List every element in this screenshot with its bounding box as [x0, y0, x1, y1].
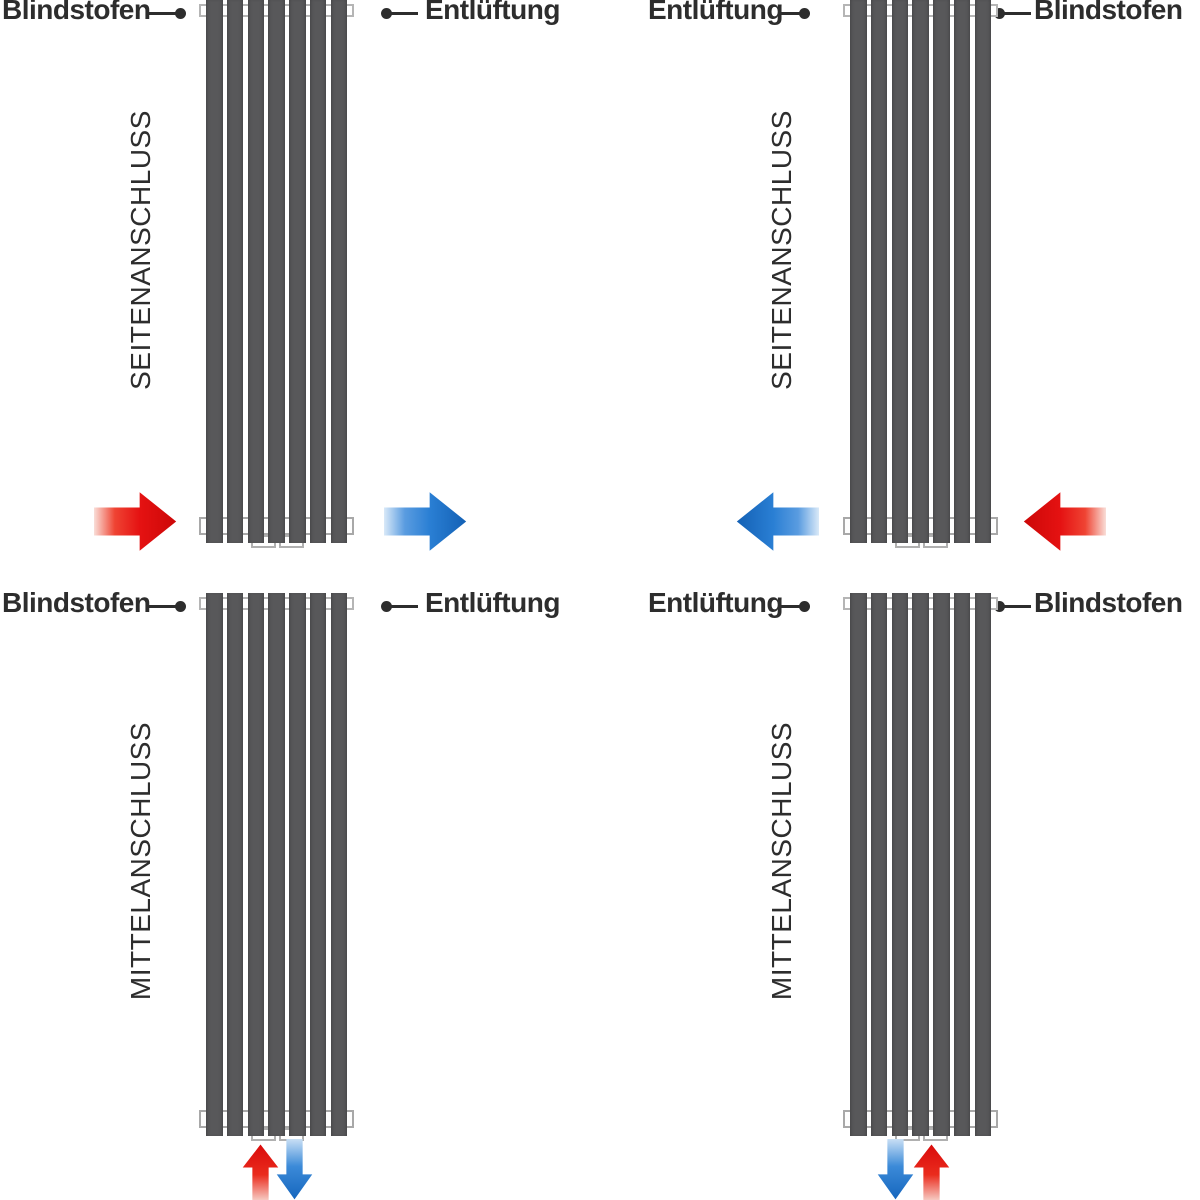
leader-line — [149, 12, 177, 15]
red-flow-arrow-up-icon — [913, 1144, 950, 1200]
leader-line — [780, 12, 806, 15]
leader-line — [1004, 12, 1031, 15]
leader-dot — [381, 601, 392, 612]
radiator — [843, 593, 998, 1141]
leader-dot — [994, 8, 1005, 19]
mittelanschluss-label: MITTELANSCHLUSS — [766, 721, 797, 1001]
red-flow-arrow-left-icon — [1023, 492, 1106, 551]
radiator-fin — [309, 593, 327, 1136]
blue-flow-arrow-right-icon — [384, 492, 467, 551]
radiator-fins — [850, 0, 991, 543]
blue-flow-arrow-down-icon — [276, 1139, 313, 1200]
quadrant-bottom-left: Blindstofen Entlüftung MITTELANSCHLUSS — [0, 587, 600, 1200]
red-flow-arrow-right-icon — [94, 492, 177, 551]
entlueftung-label: Entlüftung — [648, 0, 783, 25]
radiator-fin — [870, 0, 888, 543]
radiator-fin — [247, 0, 264, 543]
radiator-fin — [206, 0, 223, 543]
radiator-fin — [226, 593, 244, 1136]
red-flow-arrow-up-icon — [242, 1144, 279, 1200]
radiator-fin — [309, 0, 327, 543]
radiator-fin — [953, 0, 971, 543]
leader-line — [149, 605, 177, 608]
leader-line — [391, 12, 418, 15]
blindstofen-label: Blindstofen — [2, 587, 151, 618]
radiator-fin — [912, 0, 929, 543]
radiator-fin — [268, 593, 285, 1136]
radiator-fin — [289, 593, 306, 1136]
seitenanschluss-label: SEITENANSCHLUSS — [125, 110, 156, 390]
radiator-fin — [226, 0, 244, 543]
quadrant-top-right: Entlüftung Blindstofen SEITENANSCHLUSS — [600, 0, 1200, 607]
blue-flow-arrow-down-icon — [877, 1139, 914, 1200]
radiator-fin — [912, 593, 929, 1136]
radiator-fin — [206, 593, 223, 1136]
entlueftung-label: Entlüftung — [425, 0, 560, 25]
radiator-fin — [247, 593, 264, 1136]
radiator-fin — [850, 593, 867, 1136]
entlueftung-label: Entlüftung — [425, 587, 560, 618]
radiator-fin — [974, 0, 991, 543]
radiator-fin — [933, 0, 950, 543]
radiator-fin — [953, 593, 971, 1136]
leader-dot — [175, 8, 186, 19]
quadrant-top-left: Blindstofen Entlüftung SEITENANSCHLUSS — [0, 0, 600, 607]
leader-dot — [799, 8, 810, 19]
radiator-fin — [289, 0, 306, 543]
radiator — [199, 593, 354, 1141]
seitenanschluss-label: SEITENANSCHLUSS — [766, 110, 797, 390]
leader-dot — [994, 601, 1005, 612]
leader-dot — [799, 601, 810, 612]
radiator-fins — [850, 593, 991, 1136]
radiator-fin — [891, 0, 908, 543]
radiator-fins — [206, 593, 347, 1136]
radiator-fin — [870, 593, 888, 1136]
radiator — [199, 0, 354, 548]
radiator-fin — [330, 0, 347, 543]
blue-flow-arrow-left-icon — [736, 492, 819, 551]
entlueftung-label: Entlüftung — [648, 587, 783, 618]
blindstofen-label: Blindstofen — [2, 0, 151, 25]
radiator-fin — [850, 0, 867, 543]
radiator-fin — [974, 593, 991, 1136]
leader-line — [391, 605, 418, 608]
radiator-fins — [206, 0, 347, 543]
blindstofen-label: Blindstofen — [1034, 0, 1183, 25]
radiator-fin — [933, 593, 950, 1136]
quadrant-bottom-right: Entlüftung Blindstofen MITTELANSCHLUSS — [600, 587, 1200, 1200]
blindstofen-label: Blindstofen — [1034, 587, 1183, 618]
leader-dot — [175, 601, 186, 612]
leader-line — [780, 605, 806, 608]
leader-line — [1004, 605, 1031, 608]
radiator — [843, 0, 998, 548]
radiator-fin — [268, 0, 285, 543]
radiator-fin — [891, 593, 908, 1136]
mittelanschluss-label: MITTELANSCHLUSS — [125, 721, 156, 1001]
radiator-fin — [330, 593, 347, 1136]
leader-dot — [381, 8, 392, 19]
